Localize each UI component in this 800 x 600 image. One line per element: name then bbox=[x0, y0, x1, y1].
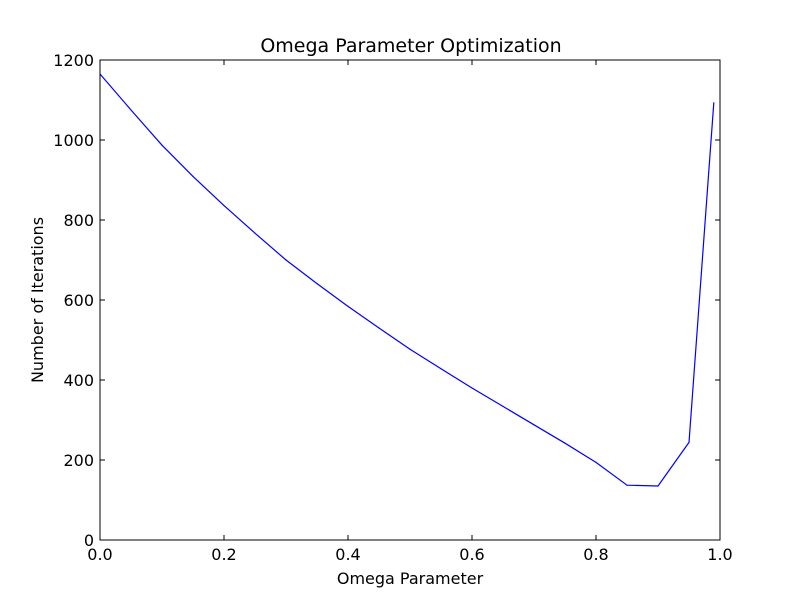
y-tick-label: 400 bbox=[63, 371, 94, 390]
data-point bbox=[440, 368, 442, 370]
x-axis-label: Omega Parameter bbox=[337, 569, 484, 588]
plot-area: 0.0 0.2 0.4 0.6 0.8 1.0 0 200 400 600 800 1000 1200 bbox=[53, 51, 732, 564]
data-point bbox=[502, 405, 504, 407]
chart-title: Omega Parameter Optimization bbox=[260, 35, 561, 57]
data-point bbox=[254, 232, 256, 234]
x-tick-label: 0.6 bbox=[459, 545, 484, 564]
y-axis-ticks: 0 200 400 600 800 1000 1200 bbox=[53, 51, 720, 550]
data-point bbox=[378, 327, 380, 329]
data-point bbox=[471, 387, 473, 389]
data-point bbox=[626, 484, 628, 486]
data-point bbox=[223, 205, 225, 207]
y-tick-label: 800 bbox=[63, 211, 94, 230]
y-tick-label: 600 bbox=[63, 291, 94, 310]
data-point bbox=[316, 283, 318, 285]
y-tick-label: 0 bbox=[84, 531, 94, 550]
x-tick-label: 1.0 bbox=[707, 545, 732, 564]
y-axis-label: Number of Iterations bbox=[28, 217, 47, 383]
data-point bbox=[595, 461, 597, 463]
data-point bbox=[533, 424, 535, 426]
x-tick-label: 0.8 bbox=[583, 545, 608, 564]
series-layer bbox=[99, 73, 715, 487]
x-tick-label: 0.0 bbox=[87, 545, 112, 564]
data-point bbox=[564, 442, 566, 444]
y-tick-label: 1200 bbox=[53, 51, 94, 70]
data-point bbox=[285, 259, 287, 261]
data-point bbox=[688, 441, 690, 443]
x-tick-label: 0.2 bbox=[211, 545, 236, 564]
y-tick-label: 200 bbox=[63, 451, 94, 470]
data-point bbox=[192, 175, 194, 177]
y-tick-label: 1000 bbox=[53, 131, 94, 150]
data-point bbox=[347, 305, 349, 307]
x-axis-ticks: 0.0 0.2 0.4 0.6 0.8 1.0 bbox=[87, 60, 733, 564]
data-point bbox=[130, 109, 132, 111]
data-point bbox=[409, 348, 411, 350]
data-point bbox=[713, 102, 715, 104]
data-point bbox=[161, 144, 163, 146]
data-point bbox=[657, 485, 659, 487]
x-tick-label: 0.4 bbox=[335, 545, 360, 564]
